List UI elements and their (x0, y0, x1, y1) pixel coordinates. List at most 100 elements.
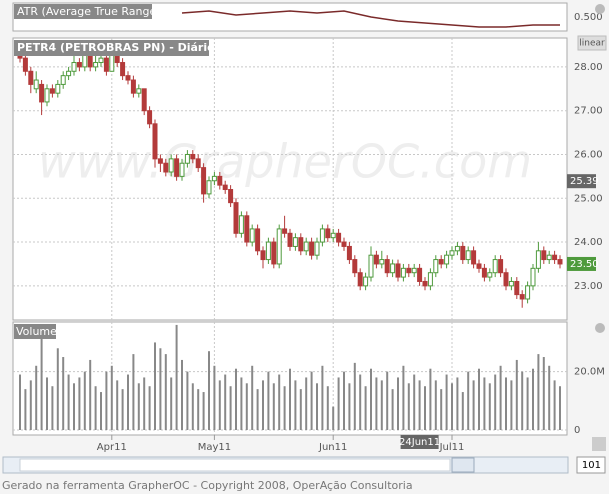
candle-body (184, 153, 190, 164)
volume-bar (105, 371, 108, 430)
volume-bar (35, 365, 38, 430)
candle-body (130, 79, 136, 94)
volume-bar (137, 383, 140, 430)
candle-body (444, 254, 450, 265)
cursor-date-box (400, 435, 439, 449)
volume-bar (386, 371, 389, 430)
candle-body (373, 254, 379, 265)
volume-bar (397, 377, 399, 430)
volume-bar (483, 377, 486, 430)
volume-bar (73, 383, 75, 430)
volume-bar (499, 365, 502, 430)
volume-bar (472, 380, 475, 430)
candle-body (249, 228, 255, 243)
volume-bar (67, 374, 70, 430)
candle-body (314, 241, 320, 256)
volume-bar (353, 362, 356, 430)
cursor-price-box (567, 174, 596, 189)
y-tick-label: 24.00 (574, 237, 603, 248)
candle-body (287, 232, 293, 247)
candle-body (400, 267, 406, 278)
volume-bar (127, 374, 129, 430)
bar-count-field[interactable] (576, 456, 606, 474)
candle-body (55, 83, 61, 94)
footer: Gerado na ferramenta GrapherOC - Copyrig… (2, 479, 413, 492)
volume-bar (461, 392, 464, 430)
volume-bar (245, 383, 248, 430)
candle-body (66, 70, 72, 77)
volume-bar (100, 392, 102, 430)
candle-body (125, 75, 131, 81)
volume-bar (478, 368, 480, 430)
volume-bar (24, 389, 27, 430)
candle-body (60, 75, 66, 85)
atr-title-box (14, 4, 152, 19)
volume-bar (537, 354, 540, 430)
candle-body (379, 259, 385, 265)
candle-body (260, 250, 266, 261)
candle-body (492, 259, 498, 274)
candle-body (152, 123, 158, 160)
volume-bar (510, 380, 513, 430)
candle-body (557, 259, 563, 265)
volume-bar (348, 383, 351, 430)
volume-bar (434, 380, 437, 430)
y-tick-label: 23.00 (574, 281, 603, 292)
volume-bar (548, 365, 551, 430)
volume-bar (208, 351, 210, 430)
volume-bar (202, 392, 205, 430)
volume-bar (494, 374, 497, 430)
volume-bar (488, 383, 491, 430)
candle-body (487, 272, 493, 278)
watermark: www.GrapherOC.com (38, 135, 532, 189)
candle-body (498, 259, 504, 274)
candle-body (503, 272, 509, 287)
candle-body (298, 237, 304, 252)
close-button[interactable] (595, 323, 605, 333)
candle-body (449, 250, 455, 256)
candle-body (476, 263, 482, 269)
y-tick-label: 20.0M (574, 367, 605, 378)
y-tick-label: 27.00 (574, 106, 603, 117)
volume-bar (132, 354, 135, 430)
candle-body (22, 57, 28, 72)
candle-body (222, 184, 228, 191)
scroll-thumb[interactable] (451, 457, 475, 473)
volume-bar (467, 371, 470, 430)
scale-button[interactable] (577, 35, 607, 51)
volume-bar (553, 380, 556, 430)
candle-body (217, 175, 223, 186)
volume-bar (310, 371, 313, 430)
candle-body (201, 167, 207, 195)
volume-bar (56, 348, 59, 430)
bar-count[interactable]: 101 (582, 460, 601, 471)
candle-body (228, 189, 234, 204)
candle-body (44, 88, 50, 103)
x-tick-label: May11 (198, 442, 231, 453)
candle-body (406, 267, 412, 274)
candle-body (49, 88, 55, 94)
y-tick-label: 28.00 (574, 62, 603, 73)
candle-body (433, 259, 439, 274)
volume-bar (197, 389, 200, 430)
volume-bar (424, 386, 426, 430)
volume-bar (191, 383, 194, 430)
tool-button[interactable] (592, 437, 606, 451)
candle-body (157, 158, 163, 164)
candle-body (282, 228, 288, 234)
volume-bar (337, 377, 340, 430)
close-button[interactable] (595, 4, 605, 14)
candle-body (319, 228, 325, 243)
volume-bar (218, 380, 221, 430)
scale-button-label[interactable]: linear (579, 39, 605, 49)
candle-body (438, 259, 444, 265)
volume-bar (51, 386, 54, 430)
volume-bar (78, 377, 81, 430)
candle-body (39, 83, 45, 103)
candle-body (481, 267, 487, 278)
candle-body (454, 245, 460, 252)
candle-body (147, 110, 153, 125)
volume-bar (240, 377, 243, 430)
volume-bar (19, 374, 21, 430)
cursor-price: 25.39 (570, 176, 599, 187)
